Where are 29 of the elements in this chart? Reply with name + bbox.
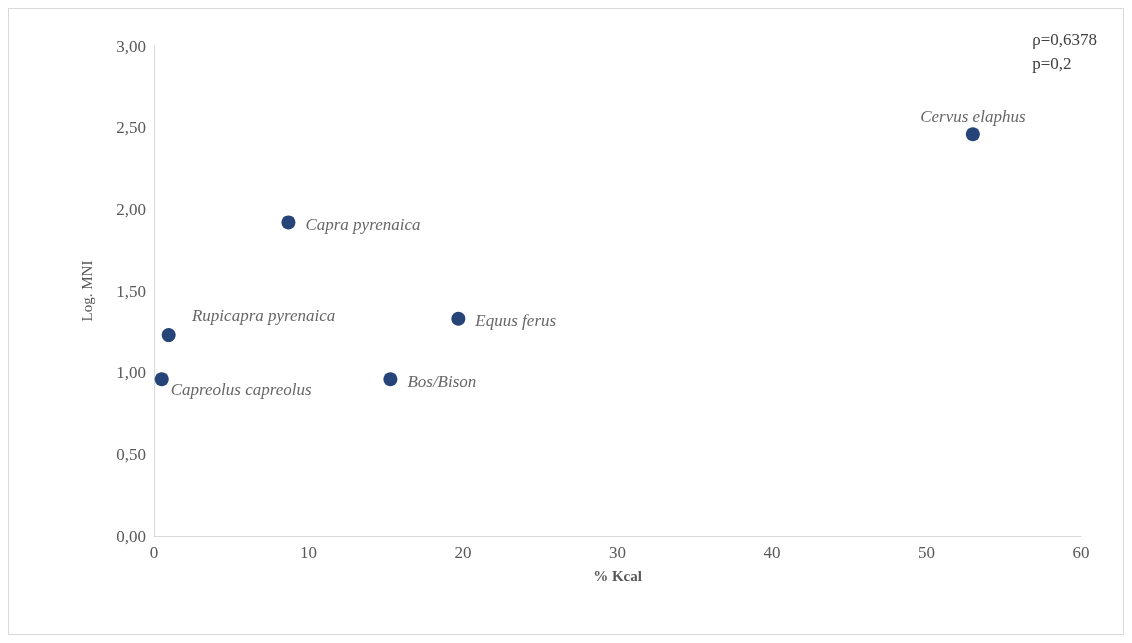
annotation: ρ=0,6378 p=0,2	[1032, 29, 1098, 73]
x-tick-label: 60	[1072, 543, 1090, 562]
x-tick-label: 50	[918, 543, 935, 562]
x-tick-label: 0	[149, 543, 159, 562]
x-tick-label: 20	[454, 543, 472, 562]
point	[451, 311, 466, 326]
point	[383, 372, 398, 387]
y-tick-label: 1,00	[116, 363, 146, 383]
annotation: Rupicapra pyrenaica	[190, 306, 336, 326]
y-axis-title: Log. MNI	[78, 260, 95, 322]
y-tick-label: 2,50	[116, 118, 146, 138]
annotation: Capreolus capreolus	[170, 379, 312, 399]
x-tick-label: 10	[300, 543, 317, 562]
x-tick-label: 30	[609, 543, 626, 562]
annotation: Bos/Bison	[407, 371, 477, 391]
y-tick-label: 2,00	[116, 199, 146, 219]
point	[965, 127, 980, 142]
point	[154, 372, 169, 387]
x-axis-title: % Kcal	[593, 567, 642, 584]
point	[281, 215, 296, 230]
annotation: Equus ferus	[474, 311, 557, 331]
y-tick-label: 3,00	[116, 36, 146, 56]
x-tick-label: 40	[763, 543, 781, 562]
annotation: Capra pyrenaica	[305, 214, 421, 234]
y-tick-label: 0,00	[116, 526, 146, 546]
annotation: Cervus elaphus	[920, 107, 1026, 127]
y-tick-label: 0,50	[116, 444, 146, 464]
y-tick-label: 1,50	[116, 281, 146, 301]
point	[161, 328, 176, 343]
